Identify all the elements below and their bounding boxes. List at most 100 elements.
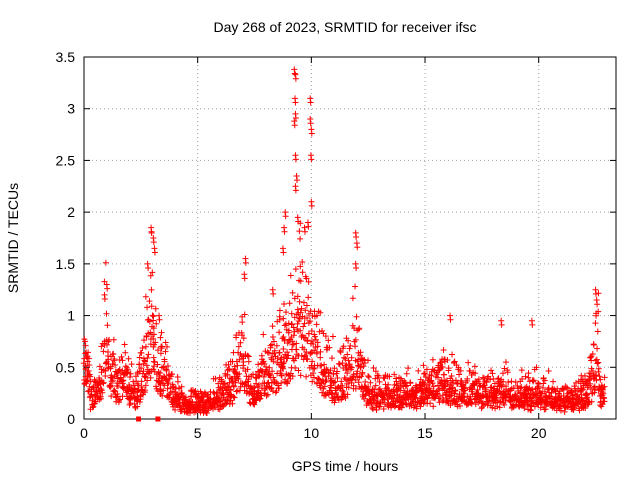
- data-point: [111, 387, 118, 394]
- x-tick-label: 20: [531, 425, 547, 441]
- data-point: [468, 399, 475, 406]
- data-point: [240, 335, 247, 342]
- data-point: [252, 374, 259, 381]
- data-point: [162, 339, 169, 346]
- data-point: [298, 305, 305, 312]
- data-point: [346, 361, 353, 368]
- data-point: [365, 357, 372, 364]
- data-point: [144, 377, 151, 384]
- data-point: [341, 354, 348, 361]
- chart-title: Day 268 of 2023, SRMTID for receiver ifs…: [214, 19, 477, 35]
- data-point: [234, 362, 241, 369]
- plot-frame: [83, 56, 617, 420]
- data-point: [164, 385, 171, 392]
- data-point-spike: [82, 342, 89, 349]
- data-point: [424, 395, 431, 402]
- data-point: [111, 355, 118, 362]
- data-point: [122, 349, 129, 356]
- data-point: [138, 350, 145, 357]
- y-tick-label: 3: [67, 101, 75, 117]
- data-point: [439, 392, 446, 399]
- data-point: [119, 357, 126, 364]
- data-point: [474, 386, 481, 393]
- data-point: [147, 374, 154, 381]
- data-point: [589, 351, 596, 358]
- data-point: [357, 349, 364, 356]
- data-point: [117, 396, 124, 403]
- data-point-spike: [292, 156, 299, 163]
- data-point: [351, 325, 358, 332]
- data-point: [297, 263, 304, 270]
- data-point: [307, 349, 314, 356]
- data-point: [107, 365, 114, 372]
- data-point: [339, 360, 346, 367]
- data-point-spike: [104, 285, 111, 292]
- data-point: [369, 406, 376, 413]
- data-point: [292, 365, 299, 372]
- data-point: [310, 341, 317, 348]
- data-point: [178, 389, 185, 396]
- data-point: [87, 373, 94, 380]
- data-point-spike: [498, 321, 505, 328]
- data-point: [436, 399, 443, 406]
- data-point: [344, 351, 351, 358]
- data-point: [457, 367, 464, 374]
- data-point: [145, 351, 152, 358]
- data-point: [436, 387, 443, 394]
- data-point: [125, 355, 132, 362]
- data-point: [138, 384, 145, 391]
- data-point: [415, 367, 422, 374]
- data-point: [300, 299, 307, 306]
- data-point: [560, 386, 567, 393]
- data-point: [553, 399, 560, 406]
- data-point: [308, 337, 315, 344]
- data-point: [91, 378, 98, 385]
- data-point: [588, 398, 595, 405]
- data-point: [296, 298, 303, 305]
- data-point: [220, 390, 227, 397]
- data-point: [352, 336, 359, 343]
- data-point: [298, 352, 305, 359]
- data-point: [342, 394, 349, 401]
- data-point: [417, 403, 424, 410]
- data-point: [355, 379, 362, 386]
- data-point: [280, 315, 287, 322]
- data-point: [300, 323, 307, 330]
- data-point: [92, 398, 99, 405]
- data-point: [276, 313, 283, 320]
- data-point: [429, 380, 436, 387]
- data-point: [576, 407, 583, 414]
- data-point: [278, 354, 285, 361]
- data-point: [319, 389, 326, 396]
- data-point: [448, 392, 455, 399]
- data-point: [157, 350, 164, 357]
- data-point: [344, 370, 351, 377]
- x-tick-label: 15: [417, 425, 433, 441]
- data-point-spike: [292, 115, 299, 122]
- data-point: [456, 402, 463, 409]
- data-point: [142, 387, 149, 394]
- data-point: [103, 341, 110, 348]
- data-point: [468, 386, 475, 393]
- data-point: [128, 361, 135, 368]
- data-point: [288, 310, 295, 317]
- data-point: [319, 327, 326, 334]
- data-point: [504, 367, 511, 374]
- data-point: [315, 375, 322, 382]
- x-tick-label: 0: [80, 425, 88, 441]
- data-point: [263, 363, 270, 370]
- data-point: [462, 385, 469, 392]
- data-point: [348, 364, 355, 371]
- data-point-spike: [592, 290, 599, 297]
- data-point: [590, 341, 597, 348]
- data-point: [447, 402, 454, 409]
- data-point: [434, 391, 441, 398]
- data-point: [104, 322, 111, 329]
- data-point: [445, 365, 452, 372]
- data-point: [297, 372, 304, 379]
- data-point: [107, 384, 114, 391]
- data-point: [398, 401, 405, 408]
- data-point: [373, 406, 380, 413]
- data-point: [365, 373, 372, 380]
- data-point: [121, 341, 128, 348]
